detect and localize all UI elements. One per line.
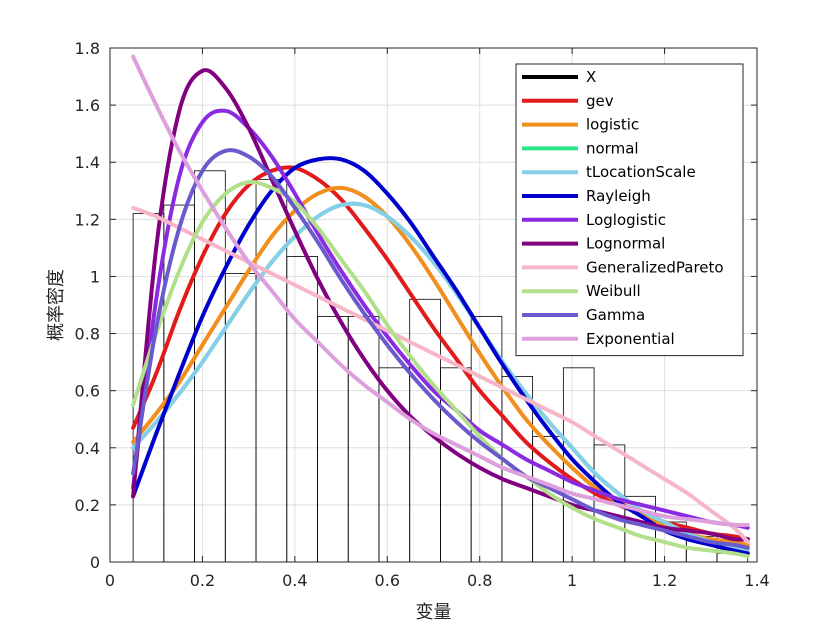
legend-label: Lognormal [586,235,665,253]
legend-label: Gamma [586,306,645,324]
legend-box [515,63,744,357]
x-tick-label: 0.2 [190,571,215,590]
y-tick-label: 0.4 [75,439,100,458]
legend-label: gev [586,92,614,110]
axis-ticks: 0 0.2 0.4 0.6 0.8 1 1.2 1.4 0 0.2 0.4 0.6 0.8 1 1.2 1.4… [75,39,770,590]
x-axis-title: 变量 [416,602,452,623]
y-tick-label: 1 [90,267,100,286]
fit-curves [131,54,750,559]
series-line-exponential [131,54,750,528]
x-tick-label: 0.6 [375,571,400,590]
y-tick-label: 1.2 [75,210,100,229]
y-tick-label: 1.6 [75,96,100,115]
series-line-logistic [131,185,750,547]
y-tick-label: 1.4 [75,153,100,172]
x-tick-label: 1.2 [652,571,677,590]
legend-label: GeneralizedPareto [586,258,724,276]
y-tick-label: 0.2 [75,496,100,515]
y-tick-label: 1.8 [75,39,100,58]
legend-label: Weibull [586,282,641,300]
series-line-loglogistic [131,108,750,530]
legend-label: Loglogistic [586,211,666,229]
y-axis-title: 概率密度 [46,269,67,341]
x-tick-label: 1.4 [744,571,769,590]
y-tick-label: 0 [90,553,100,572]
histogram-bar [317,316,349,563]
legend-label: X [586,68,596,86]
histogram-bar [286,256,318,563]
legend-label: tLocationScale [586,163,696,181]
histogram-bar [347,316,380,563]
y-tick-label: 0.6 [75,382,100,401]
legend-label: Rayleigh [586,187,651,205]
x-tick-label: 0.4 [282,571,307,590]
series-line-weibull [131,180,750,559]
x-tick-label: 1 [567,571,577,590]
series-line-lognormal [131,68,750,542]
x-tick-label: 0 [105,571,115,590]
x-tick-label: 0.8 [467,571,492,590]
series-line-gamma [131,148,750,550]
histogram-bar [224,273,257,563]
legend-label: normal [586,139,639,157]
legend-label: logistic [586,116,639,134]
series-line-tlocationscale [131,201,750,553]
series-line-generalizedpareto [131,205,750,545]
legend-label: Exponential [586,330,675,348]
plot-frame [109,47,758,563]
y-tick-label: 0.8 [75,325,100,344]
